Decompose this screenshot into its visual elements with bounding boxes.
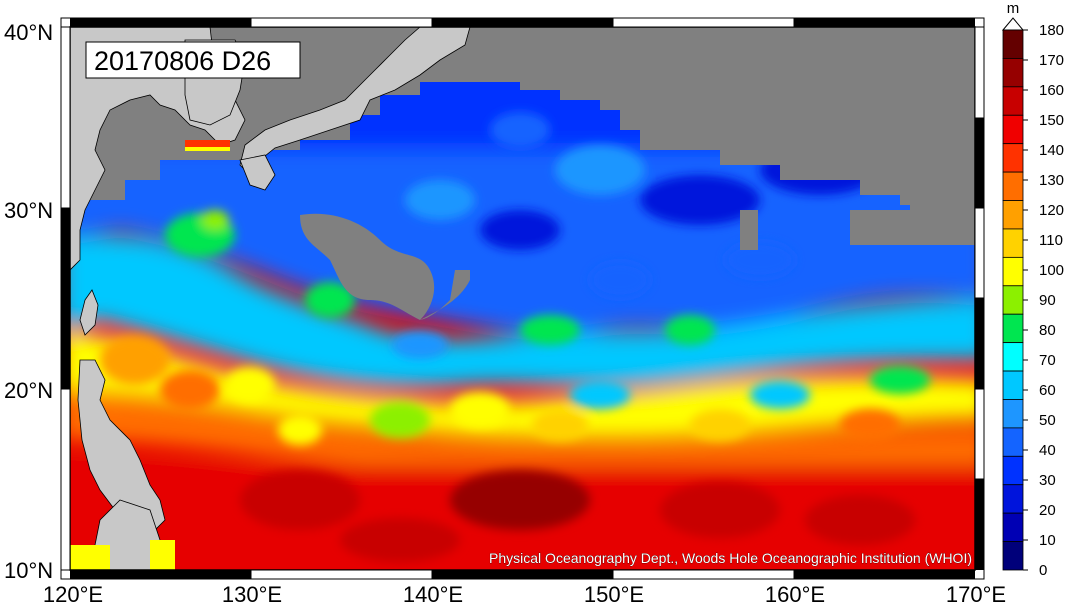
colorbar-swatch (1002, 541, 1024, 571)
colorbar-swatch (1002, 285, 1024, 315)
lon-label: 150°E (584, 582, 644, 606)
lon-label: 130°E (222, 582, 282, 606)
colorbar-swatch (1002, 370, 1024, 400)
colorbar-swatch (1002, 256, 1024, 287)
frame-border (60, 17, 985, 580)
colorbar-swatch (1002, 455, 1024, 486)
colorbar-tick-label: 130 (1039, 172, 1064, 189)
colorbar-tick-label: 150 (1039, 112, 1064, 129)
colorbar-tick-label: 40 (1039, 442, 1056, 459)
lon-label: 170°E (946, 582, 1006, 606)
colorbar-swatch (1002, 228, 1024, 258)
colorbar-swatch (1002, 58, 1024, 88)
lon-label: 140°E (403, 582, 463, 606)
colorbar-swatches (1001, 17, 1025, 571)
lat-axis-labels: 40°N 30°N 20°N 10°N (4, 20, 53, 583)
colorbar-tick-label: 170 (1039, 52, 1064, 69)
credit-text: Physical Oceanography Dept., Woods Hole … (489, 550, 972, 566)
colorbar-tick-label: 120 (1039, 202, 1064, 219)
ocean-field (70, 27, 975, 570)
colorbar-tick-label: 160 (1039, 82, 1064, 99)
coastal-fringe (70, 540, 175, 570)
colorbar-swatch (1002, 143, 1024, 173)
lat-label: 30°N (4, 198, 53, 223)
lon-axis-labels: 120°E 130°E 140°E 150°E 160°E 170°E (43, 582, 1006, 606)
map-title: 20170806 D26 (94, 46, 271, 76)
colorbar-tick-label: 80 (1039, 322, 1056, 339)
colorbar-tick-label: 140 (1039, 142, 1064, 159)
land (70, 27, 471, 570)
colorbar-tick-label: 20 (1039, 502, 1056, 519)
colorbar-tick-label: 100 (1039, 262, 1064, 279)
colorbar-tick-label: 10 (1039, 532, 1056, 549)
colorbar-swatch (1002, 484, 1024, 514)
colorbar-swatch (1002, 512, 1024, 542)
lat-label: 20°N (4, 378, 53, 403)
colorbar-swatch (1002, 171, 1024, 201)
korea-strait-strip (185, 140, 230, 151)
colorbar-unit: m (1007, 0, 1020, 17)
colorbar-tick-label: 30 (1039, 472, 1056, 489)
colorbar-tick-label: 70 (1039, 352, 1056, 369)
colorbar-swatch (1002, 86, 1024, 116)
colorbar-tick-label: 0 (1039, 562, 1047, 579)
colorbar-swatch (1002, 114, 1024, 145)
colorbar-tick-label: 60 (1039, 382, 1056, 399)
lon-label: 120°E (43, 582, 103, 606)
colorbar: m 0 10 20 30 40 50 60 70 80 90 100 110 120 130 140 150 1… (1001, 0, 1064, 579)
colorbar-swatch (1002, 427, 1024, 457)
colorbar-swatch (1002, 200, 1024, 230)
colorbar-swatch (1002, 313, 1024, 344)
colorbar-swatch (1002, 342, 1024, 372)
lat-label: 10°N (4, 558, 53, 583)
lon-label: 160°E (765, 582, 825, 606)
lat-label: 40°N (4, 20, 53, 45)
map-title-box: 20170806 D26 (85, 41, 301, 79)
colorbar-tick-label: 110 (1039, 232, 1063, 249)
colorbar-tick-label: 90 (1039, 292, 1056, 309)
colorbar-tick-label: 180 (1039, 22, 1064, 39)
colorbar-swatch (1002, 29, 1024, 59)
map-frame: 20170806 D26 Physical Oceanography Dept.… (4, 17, 1006, 606)
colorbar-overflow-triangle (1001, 17, 1025, 31)
colorbar-swatch (1002, 399, 1024, 429)
colorbar-tick-label: 50 (1039, 412, 1056, 429)
colorbar-ticks: 0 10 20 30 40 50 60 70 80 90 100 110 120 130 140 150 160… (1023, 22, 1064, 579)
